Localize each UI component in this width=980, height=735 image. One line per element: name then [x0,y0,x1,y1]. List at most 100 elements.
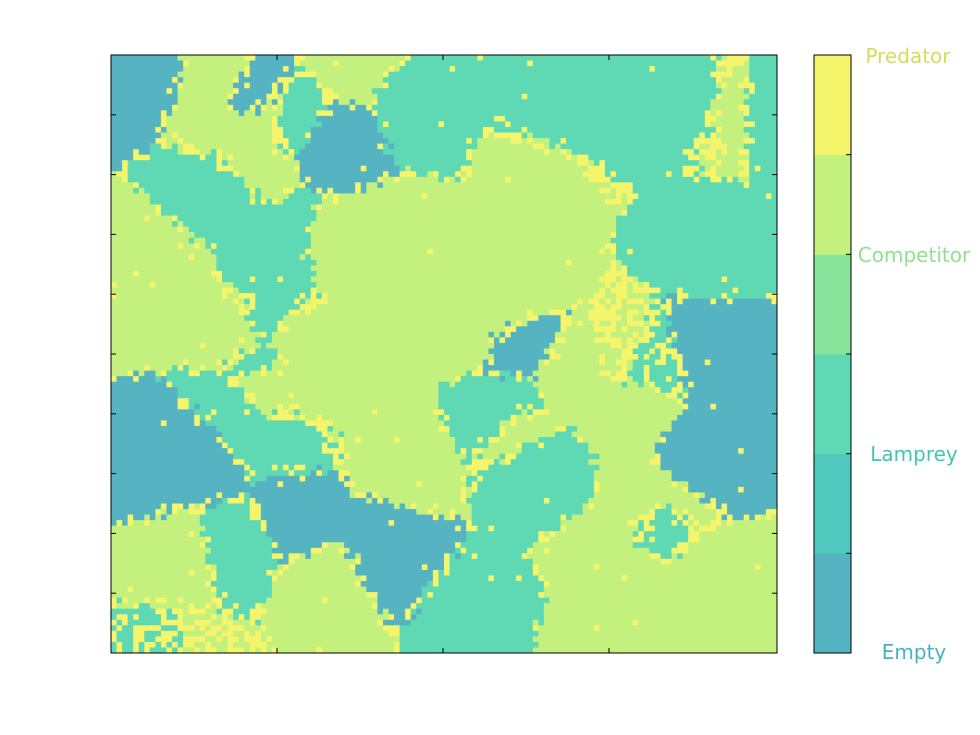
heatmap-cell-run [255,337,273,344]
heatmap-cell-run [111,437,217,443]
heatmap-cell-run [194,647,201,654]
heatmap-cell-run [321,547,339,554]
heatmap-cell-run [111,608,156,615]
heatmap-cell-run [244,176,301,183]
heatmap-cell-run [233,282,317,288]
heatmap-cell-run [344,437,356,443]
heatmap-cell-run [299,403,439,410]
heatmap-cell-run [721,503,728,510]
heatmap-cell-run [271,331,489,338]
heatmap-cell-run [715,132,750,139]
heatmap-cell-run [666,171,672,178]
heatmap-cell-run [277,370,284,377]
heatmap-cell-run [271,581,356,587]
heatmap-cell-run [377,115,495,122]
heatmap-cell-run [577,425,672,432]
heatmap-cell-run [377,497,384,504]
heatmap-cell-run [421,481,467,488]
heatmap-cell-run [604,293,617,300]
heatmap-cell-run [738,82,756,89]
heatmap-cell-run [238,304,245,311]
heatmap-cell-run [327,431,339,438]
heatmap-cell-run [222,365,228,372]
heatmap-cell-run [260,630,389,637]
heatmap-cell-run [283,143,289,150]
heatmap-cell-run [222,630,234,637]
heatmap-cell-run [549,138,561,144]
heatmap-cell-run [499,337,506,344]
heatmap-cell-run [715,126,722,133]
heatmap-cell-run [749,66,778,73]
heatmap-cell-run [111,365,145,372]
heatmap-cell-run [532,370,600,377]
colorbar-segment [814,354,851,455]
heatmap-cell-run [654,442,778,449]
heatmap-cell-run [360,165,367,172]
heatmap-cell-run [627,365,634,372]
heatmap-cell-run [355,581,362,587]
heatmap-cell-run [333,110,373,117]
heatmap-cell-run [599,481,672,488]
heatmap-cell-run [771,193,778,200]
heatmap-cell-run [460,486,467,493]
heatmap-cell-run [249,198,256,205]
heatmap-cell-run [277,99,284,106]
heatmap-cell-run [610,237,778,244]
heatmap-cell-run [111,93,178,100]
heatmap-cell-run [155,282,234,288]
heatmap-cell-run [721,176,728,183]
heatmap-cell-run [749,149,778,156]
heatmap-cell-run [444,420,500,427]
heatmap-cell-run [493,525,561,532]
heatmap-cell-run [210,619,223,626]
heatmap-cell-run [111,193,151,200]
heatmap-cell-run [210,414,267,421]
heatmap-cell-run [349,104,356,111]
heatmap-cell-run [205,414,212,421]
heatmap-cell-run [410,608,417,615]
heatmap-cell-run [299,60,334,67]
heatmap-cell-run [249,370,262,377]
heatmap-cell-run [238,376,456,383]
heatmap-cell-run [632,337,639,344]
heatmap-cell-run [377,110,706,117]
heatmap-cell-run [233,641,251,648]
heatmap-cell-run [316,115,378,122]
heatmap-cell-run [660,348,678,355]
heatmap-cell-run [555,143,561,150]
heatmap-cell-run [177,243,184,250]
heatmap-cell-run [532,647,778,654]
heatmap-cell-run [244,636,262,643]
heatmap-cell-run [710,520,722,527]
heatmap-cell-run [460,459,473,466]
heatmap-cell-run [299,160,395,167]
heatmap-cell-run [510,414,517,421]
heatmap-cell-run [227,359,234,366]
heatmap-cell-run [460,497,467,504]
heatmap-cell-run [666,315,778,322]
heatmap-cell-run [222,149,273,156]
heatmap-cell-run [277,403,284,410]
heatmap-cell-run [283,88,289,95]
heatmap-cell-run [738,104,750,111]
heatmap-cell-run [299,414,306,421]
heatmap-cell-run [160,110,167,117]
heatmap-cell-run [321,293,328,300]
heatmap-cell-run [765,514,772,521]
heatmap-cell-run [532,564,539,571]
heatmap-cell-run [643,376,650,383]
heatmap-cell-run [577,298,584,305]
heatmap-cell-run [111,160,123,167]
heatmap-cell-run [111,630,117,637]
heatmap-cell-run [288,558,295,565]
heatmap-cell-run [405,55,412,61]
heatmap-cell-run [710,104,739,111]
heatmap-cell-run [222,437,328,443]
heatmap-cell-run [682,520,689,527]
heatmap-cell-run [627,265,778,272]
heatmap-cell-run [577,304,595,311]
heatmap-cell-run [205,365,223,372]
heatmap-cell-run [699,149,717,156]
heatmap-cell-run [627,315,634,322]
heatmap-cell-run [543,619,634,626]
